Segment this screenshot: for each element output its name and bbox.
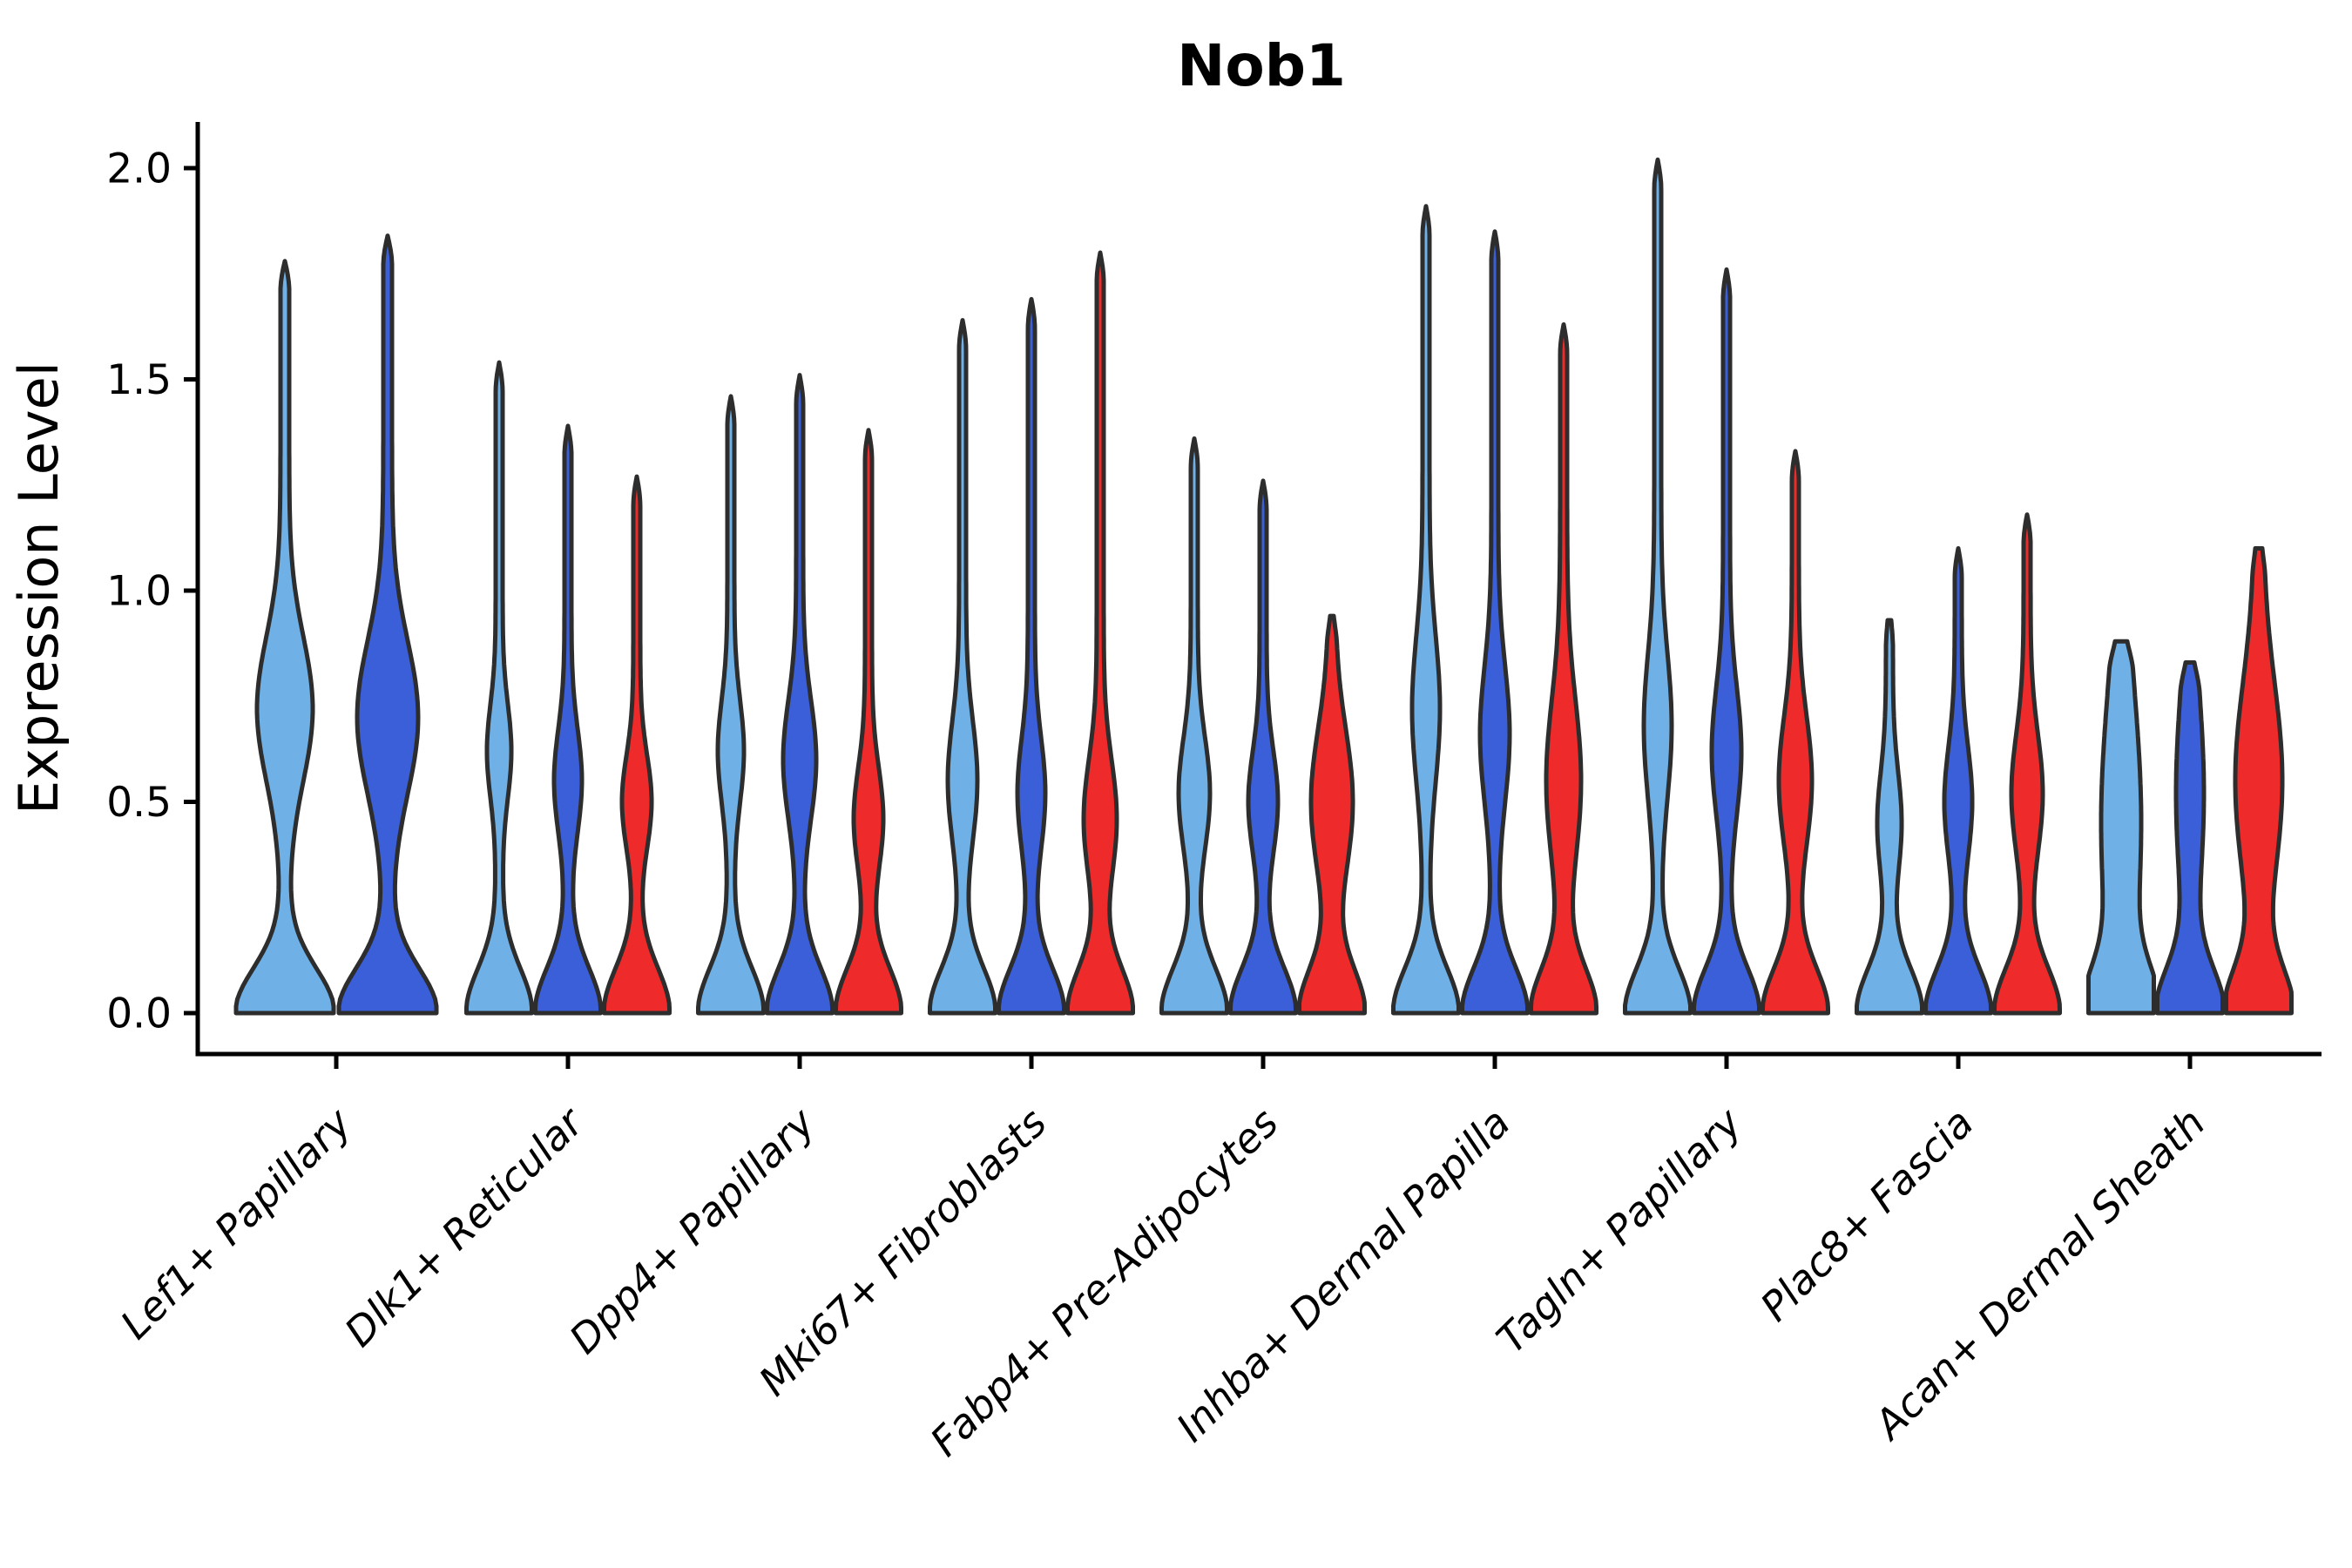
violin-acan-dermal-sheath-split-3: [2224, 546, 2294, 1016]
violins-layer: [233, 157, 2294, 1016]
violin-mki67-fibroblasts-split-3: [1065, 250, 1135, 1016]
violin-plac8-fascia-split-3: [1992, 512, 2062, 1016]
y-tick-labels: 0.0 0.5 1.0 1.5 2.0: [106, 145, 198, 1037]
violin-plac8-fascia-split-2: [1923, 546, 1993, 1016]
violin-dpp4-papillary-split-1: [696, 394, 766, 1016]
x-category-label-plac8-fascia: Plac8+ Fascia: [1751, 1099, 1982, 1330]
chart-title: Nob1: [1177, 32, 1346, 99]
violin-dlk1-reticular-split-1: [464, 360, 534, 1016]
violin-lef1-papillary-split-1: [233, 259, 336, 1016]
y-tick-label-1.5: 1.5: [106, 356, 172, 404]
y-axis-label: Expression Level: [7, 362, 71, 814]
violin-acan-dermal-sheath-split-2: [2155, 660, 2225, 1016]
violin-fabp4-pre-adipocytes-split-1: [1159, 436, 1229, 1016]
violin-acan-dermal-sheath-split-1: [2086, 639, 2156, 1016]
violin-mki67-fibroblasts-split-1: [928, 318, 997, 1016]
violin-dpp4-papillary-split-3: [834, 428, 903, 1016]
y-tick-label-0: 0.0: [106, 990, 172, 1037]
violin-tagln-papillary-split-3: [1761, 449, 1830, 1016]
violin-dlk1-reticular-split-3: [602, 474, 672, 1016]
x-category-label-tagln-papillary: Tagln+ Papillary: [1487, 1098, 1751, 1362]
x-category-label-dpp4-papillary: Dpp4+ Papillary: [560, 1098, 824, 1362]
x-category-label-lef1-papillary: Lef1+ Papillary: [112, 1098, 361, 1348]
x-category-label-dlk1-reticular: Dlk1+ Reticular: [335, 1097, 594, 1355]
violin-inhba-dermal-papilla-split-2: [1460, 229, 1530, 1016]
violin-lef1-papillary-split-2: [336, 233, 439, 1016]
violin-dpp4-papillary-split-2: [765, 373, 835, 1016]
violin-mki67-fibroblasts-split-2: [997, 296, 1066, 1016]
violin-plac8-fascia-split-1: [1855, 618, 1924, 1016]
violin-tagln-papillary-split-1: [1623, 157, 1693, 1016]
violin-fabp4-pre-adipocytes-split-2: [1228, 478, 1298, 1016]
y-tick-label-0.5: 0.5: [106, 779, 172, 827]
y-tick-label-2: 2.0: [106, 145, 172, 193]
violin-fabp4-pre-adipocytes-split-3: [1297, 613, 1367, 1016]
violin-inhba-dermal-papilla-split-3: [1529, 322, 1598, 1016]
violin-dlk1-reticular-split-2: [533, 423, 603, 1016]
violin-inhba-dermal-papilla-split-1: [1391, 204, 1461, 1016]
y-tick-label-1: 1.0: [106, 567, 172, 615]
violin-tagln-papillary-split-2: [1692, 267, 1761, 1016]
